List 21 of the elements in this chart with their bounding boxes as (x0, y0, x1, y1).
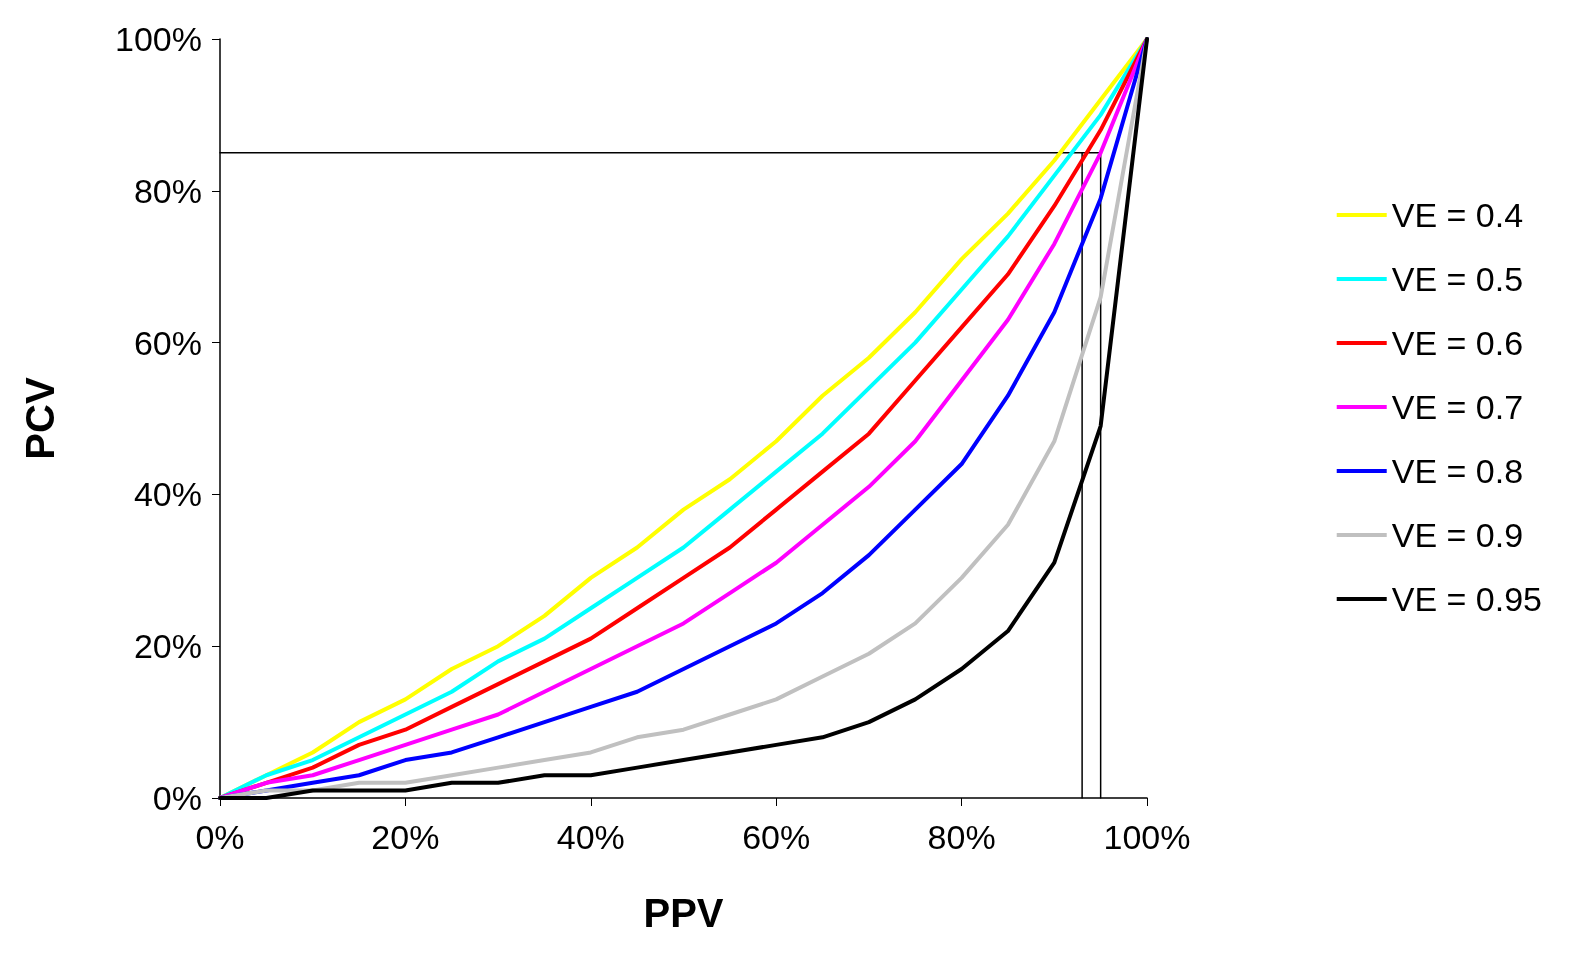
y-tick-label: 100% (115, 20, 202, 58)
x-axis-title: PPV (643, 891, 724, 935)
y-tick-label: 60% (133, 323, 202, 362)
legend-label: VE = 0.8 (1391, 452, 1524, 490)
legend-label: VE = 0.5 (1391, 260, 1524, 298)
legend-label: VE = 0.7 (1391, 388, 1524, 426)
y-tick-label: 80% (133, 171, 202, 210)
legend-label: VE = 0.95 (1391, 580, 1542, 618)
y-tick-label: 0% (152, 779, 202, 817)
y-tick-label: 40% (133, 475, 202, 514)
y-axis-title: PCV (18, 377, 62, 460)
x-tick-label: 60% (742, 818, 811, 856)
x-tick-label: 0% (195, 818, 245, 856)
y-tick-label: 20% (133, 627, 202, 666)
x-tick-label: 80% (927, 818, 996, 856)
x-tick-label: 100% (1103, 818, 1191, 856)
legend-label: VE = 0.6 (1391, 324, 1524, 362)
x-tick-label: 20% (371, 818, 440, 856)
legend-label: VE = 0.9 (1391, 516, 1524, 554)
legend-label: VE = 0.4 (1391, 196, 1524, 234)
x-tick-label: 40% (556, 818, 625, 856)
